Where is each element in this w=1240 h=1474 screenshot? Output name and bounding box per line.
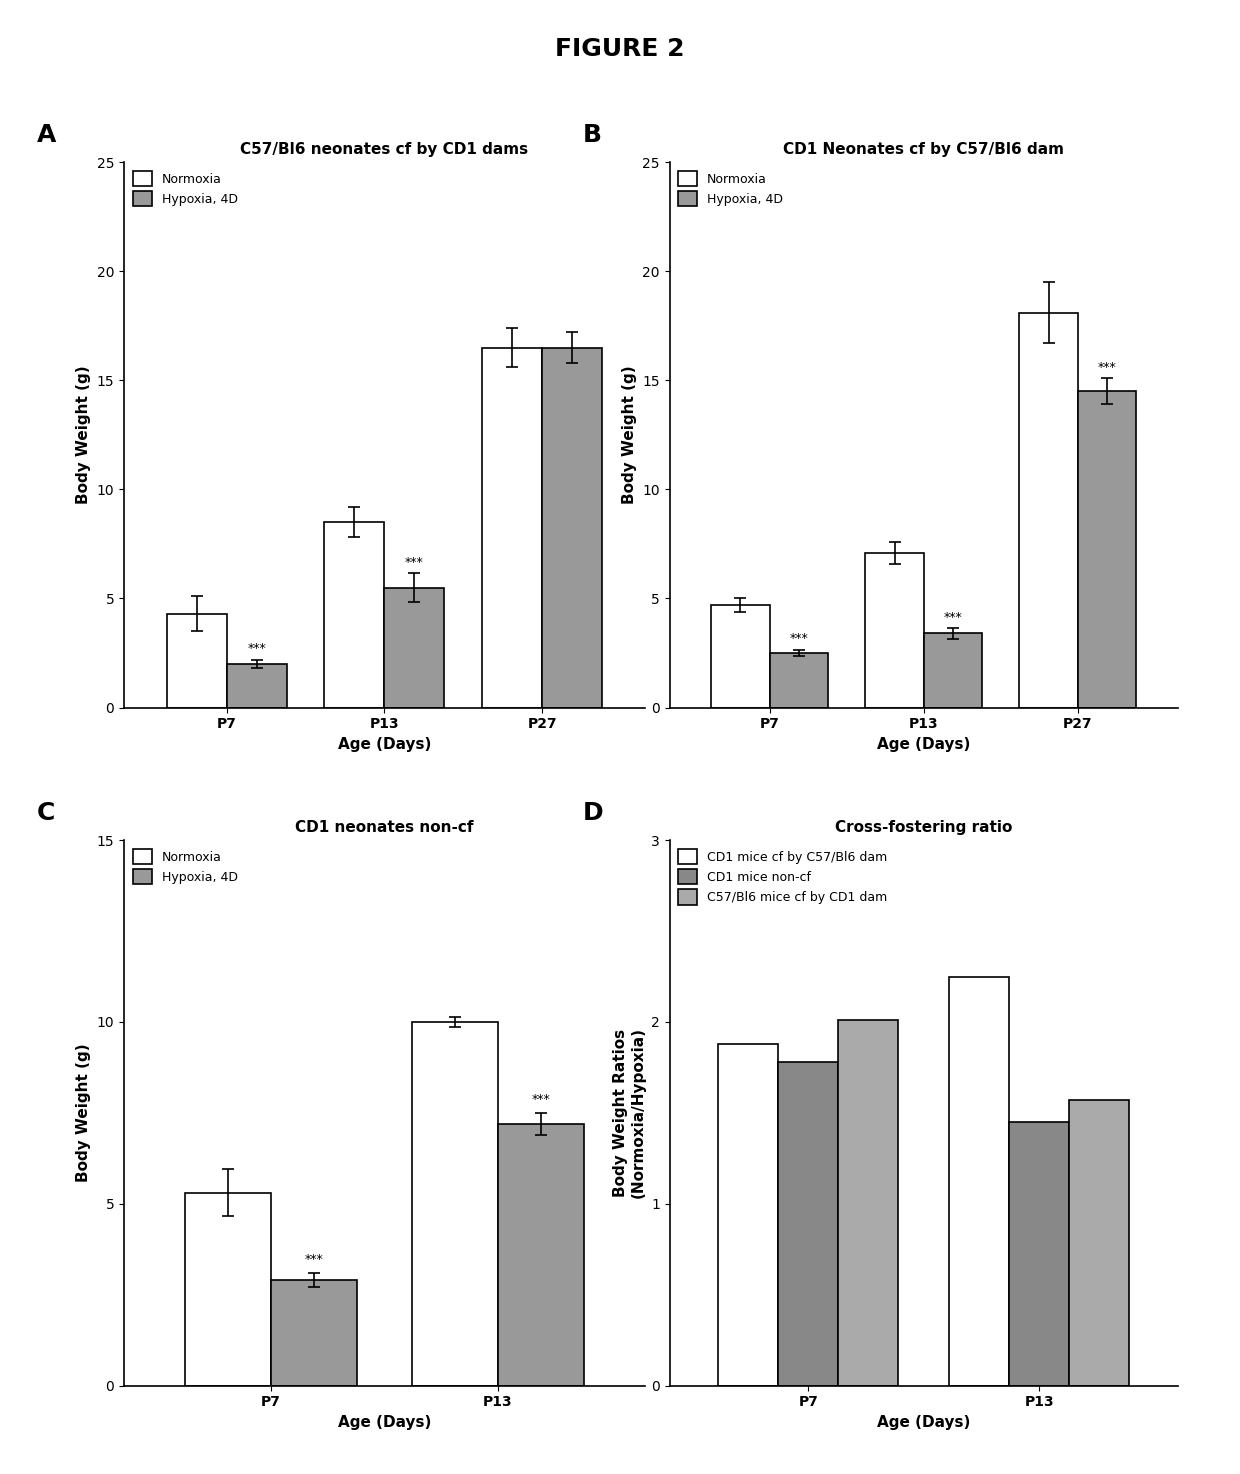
Legend: CD1 mice cf by C57/Bl6 dam, CD1 mice non-cf, C57/Bl6 mice cf by CD1 dam: CD1 mice cf by C57/Bl6 dam, CD1 mice non… xyxy=(676,846,890,907)
Bar xyxy=(325,522,384,708)
Title: Cross-fostering ratio: Cross-fostering ratio xyxy=(835,820,1013,834)
Bar xyxy=(924,634,982,708)
Bar xyxy=(272,1279,357,1386)
Bar xyxy=(227,663,286,708)
Y-axis label: Body Weight (g): Body Weight (g) xyxy=(621,366,636,504)
Bar xyxy=(412,1021,497,1386)
Bar xyxy=(866,553,924,708)
Bar xyxy=(1019,312,1078,708)
Bar xyxy=(712,604,770,708)
Text: ***: *** xyxy=(790,632,808,646)
Bar xyxy=(718,1044,779,1386)
Text: A: A xyxy=(37,124,57,147)
Bar xyxy=(482,348,542,708)
Bar xyxy=(542,348,603,708)
X-axis label: Age (Days): Age (Days) xyxy=(337,737,432,752)
Bar xyxy=(1078,391,1136,708)
Bar xyxy=(779,1061,838,1386)
Y-axis label: Body Weight (g): Body Weight (g) xyxy=(76,1044,91,1182)
Legend: Normoxia, Hypoxia, 4D: Normoxia, Hypoxia, 4D xyxy=(676,168,786,209)
Text: ***: *** xyxy=(247,643,265,654)
X-axis label: Age (Days): Age (Days) xyxy=(337,1415,432,1430)
Text: B: B xyxy=(583,124,601,147)
Title: CD1 Neonates cf by C57/Bl6 dam: CD1 Neonates cf by C57/Bl6 dam xyxy=(784,142,1064,156)
Text: ***: *** xyxy=(531,1092,551,1106)
Legend: Normoxia, Hypoxia, 4D: Normoxia, Hypoxia, 4D xyxy=(130,846,241,887)
Bar xyxy=(770,653,828,708)
Text: FIGURE 2: FIGURE 2 xyxy=(556,37,684,60)
Text: ***: *** xyxy=(1097,361,1116,374)
Y-axis label: Body Weight (g): Body Weight (g) xyxy=(76,366,91,504)
Bar xyxy=(1009,1122,1069,1386)
Title: C57/Bl6 neonates cf by CD1 dams: C57/Bl6 neonates cf by CD1 dams xyxy=(241,142,528,156)
X-axis label: Age (Days): Age (Days) xyxy=(877,1415,971,1430)
Legend: Normoxia, Hypoxia, 4D: Normoxia, Hypoxia, 4D xyxy=(130,168,241,209)
Text: D: D xyxy=(583,802,604,825)
Bar xyxy=(384,588,444,708)
Bar xyxy=(166,613,227,708)
Bar xyxy=(1069,1100,1130,1386)
Title: CD1 neonates non-cf: CD1 neonates non-cf xyxy=(295,820,474,834)
Text: ***: *** xyxy=(944,610,962,624)
Text: ***: *** xyxy=(405,556,424,569)
X-axis label: Age (Days): Age (Days) xyxy=(877,737,971,752)
Bar xyxy=(838,1020,898,1386)
Bar xyxy=(950,977,1009,1386)
Bar xyxy=(497,1123,584,1386)
Text: C: C xyxy=(37,802,56,825)
Y-axis label: Body Weight Ratios
(Normoxia/Hypoxia): Body Weight Ratios (Normoxia/Hypoxia) xyxy=(613,1027,646,1198)
Text: ***: *** xyxy=(305,1253,324,1266)
Bar xyxy=(185,1192,272,1386)
